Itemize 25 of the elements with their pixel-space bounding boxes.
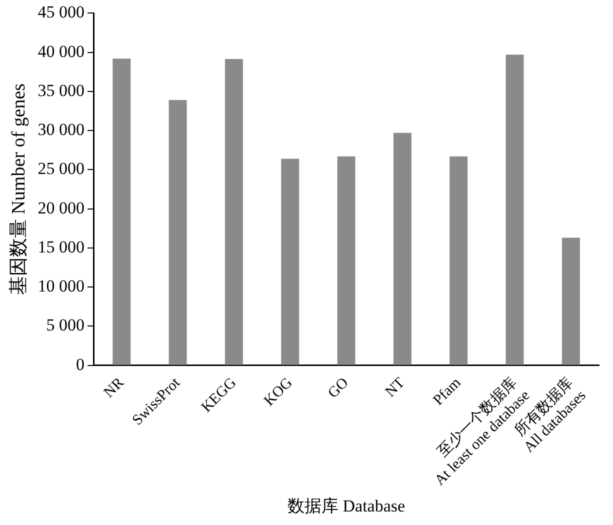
y-tick-label: 0 [76,354,85,374]
y-tick-label: 30 000 [38,120,85,140]
bar [562,238,580,365]
bar [224,58,243,365]
y-tick-label: 45 000 [38,2,85,22]
bar [506,54,524,365]
y-tick-label: 40 000 [38,42,85,61]
x-axis-title: 数据库 Database [287,496,406,516]
y-tick-label: 35 000 [38,80,85,100]
x-tick-label: NR [101,374,128,402]
y-tick-label: 25 000 [38,159,85,178]
y-axis-title: 基因数量 Number of genes [8,83,30,296]
y-tick-label: 5 000 [46,316,85,335]
bar [450,156,468,365]
bar [393,132,412,365]
bar [281,158,300,365]
x-tick-label: Pfam [430,374,464,409]
bar [337,156,356,365]
y-tick-label: 15 000 [38,237,85,256]
y-tick-label: 10 000 [38,276,85,296]
y-tick-label: 20 000 [38,198,85,218]
x-tick-label: GO [325,374,352,402]
x-tick-label: NT [382,374,408,400]
bar [168,100,187,365]
bar [112,58,131,365]
